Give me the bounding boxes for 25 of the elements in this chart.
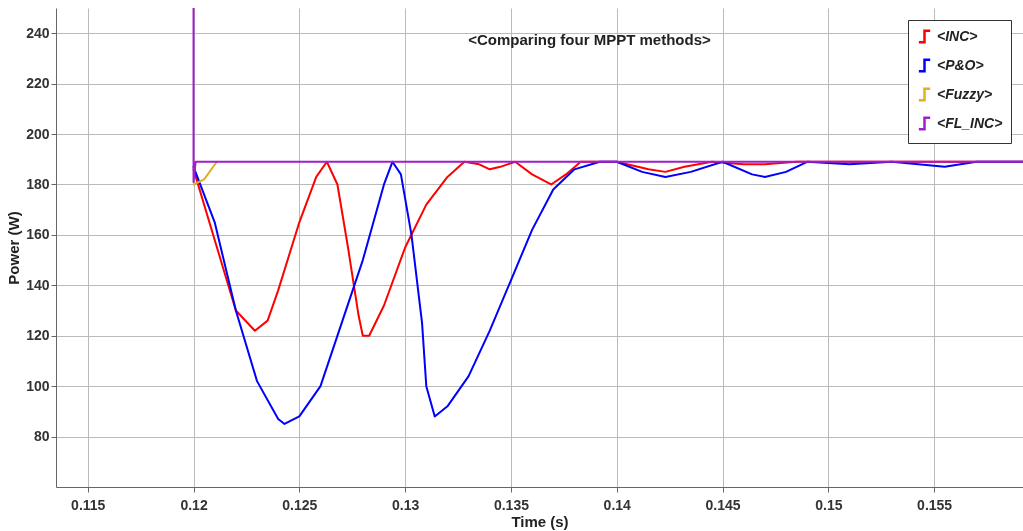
legend-label: <Fuzzy> [937, 85, 993, 102]
y-tick-label: 100 [26, 377, 50, 394]
y-tick-label: 220 [26, 75, 50, 92]
y-tick-label: 160 [26, 226, 50, 243]
x-tick-label: 0.15 [815, 496, 843, 513]
y-tick-label: 180 [26, 175, 50, 192]
x-tick-label: 0.155 [917, 496, 953, 513]
legend-label: <P&O> [937, 56, 984, 73]
x-tick-label: 0.12 [180, 496, 208, 513]
y-tick-label: 200 [26, 125, 50, 142]
x-tick-label: 0.14 [603, 496, 632, 513]
text: <Comparing four MPPT methods> [468, 31, 711, 48]
y-tick-label: 120 [26, 327, 50, 344]
x-axis-title: Time (s) [511, 512, 569, 530]
x-tick-label: 0.13 [392, 496, 420, 513]
legend-label: <INC> [937, 27, 978, 44]
x-tick-label: 0.135 [493, 496, 530, 513]
y-tick-label: 80 [33, 428, 50, 445]
legend-label: <FL_INC> [937, 114, 1003, 131]
x-tick-label: 0.115 [71, 496, 106, 513]
x-tick-label: 0.145 [705, 496, 741, 513]
y-tick-label: 240 [26, 24, 50, 41]
y-axis-title: Power (W) [5, 211, 23, 285]
x-tick-label: 0.125 [282, 496, 318, 513]
y-tick-label: 140 [26, 276, 50, 293]
